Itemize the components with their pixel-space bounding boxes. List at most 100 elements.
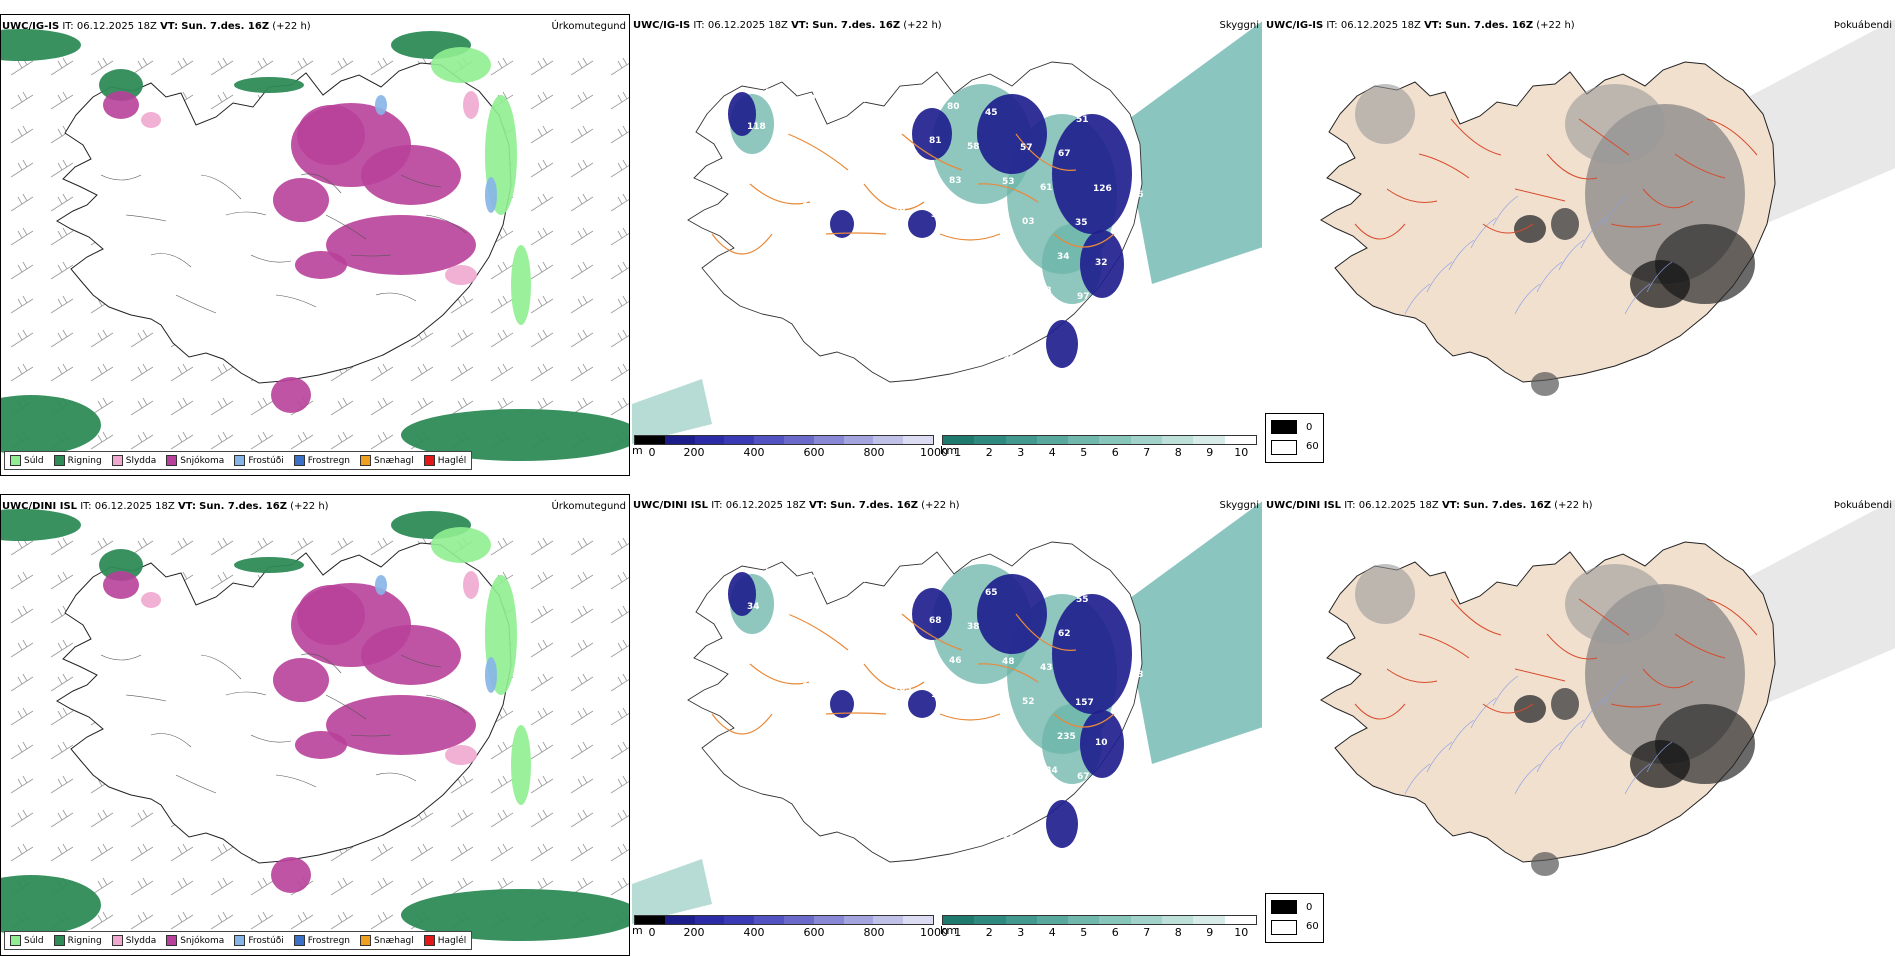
road-line: [200, 654, 242, 680]
wind-barb: [10, 363, 34, 382]
wind-barb: [610, 91, 629, 110]
wind-barb: [530, 329, 554, 348]
rain-area: [1, 395, 101, 455]
road-line: [1514, 188, 1566, 202]
ceiling-value-label: 11: [931, 690, 944, 700]
low-ceiling-area: [908, 210, 936, 238]
scale-colorbar: [634, 915, 934, 925]
river-line: [1470, 697, 1497, 729]
ceiling-value-label: 100: [748, 779, 767, 789]
snow-area: [297, 105, 365, 165]
fog-dark-swatch: [1271, 900, 1297, 914]
legend-item: Snæhagl: [360, 935, 414, 946]
fog-map: [1320, 499, 1895, 876]
map-layer: [1320, 499, 1895, 876]
scale-tick-label: 8: [1174, 446, 1182, 459]
ceiling-value-label: 50: [766, 265, 779, 275]
wind-barb: [50, 159, 74, 178]
wind-barb: [330, 397, 354, 416]
road-line: [1514, 668, 1566, 682]
road-line: [150, 733, 192, 748]
road-line: [250, 734, 292, 743]
wind-barb: [50, 673, 74, 692]
wind-barb: [570, 537, 594, 556]
road-line: [1706, 598, 1758, 636]
road-line: [1482, 223, 1534, 234]
ceiling-value-label: 74: [875, 238, 888, 248]
scale-bin: [664, 916, 695, 924]
road-line: [425, 214, 467, 234]
ceiling-value-label: 60: [839, 786, 852, 796]
wind-barb: [10, 571, 34, 590]
wind-barb: [610, 227, 629, 246]
road-line: [825, 232, 887, 235]
visibility-scale: km 1 2 3 4 5 6 7 8 9 10: [940, 435, 1257, 459]
wind-barb: [490, 261, 514, 280]
road-line: [787, 133, 849, 171]
wind-barb: [210, 363, 234, 382]
river-line: [1558, 719, 1585, 751]
wind-barb: [170, 843, 194, 862]
scale-tick-label: 1000: [920, 926, 948, 939]
road-line: [863, 183, 925, 211]
wind-barb: [170, 911, 194, 930]
road-line: [1674, 633, 1726, 659]
ceiling-value-label: 54: [948, 759, 961, 769]
wind-barb: [90, 843, 114, 862]
wind-barb: [530, 91, 554, 110]
road-line: [749, 183, 811, 205]
ceiling-value-label: 41: [819, 266, 832, 276]
ceiling-value-label: 45: [985, 108, 998, 118]
ceiling-value-label: 55: [1076, 595, 1089, 605]
scale-bin: [1036, 436, 1069, 444]
wind-barb: [530, 809, 554, 828]
fog-light-label: 60: [1306, 441, 1319, 452]
snow-area: [297, 585, 365, 645]
rain-area: [99, 549, 143, 581]
legend-item: Slydda: [111, 935, 156, 946]
low-ceiling-area: [728, 92, 756, 136]
scale-bin: [1099, 916, 1131, 924]
wind-barb: [490, 741, 514, 760]
ceiling-value-label: 126: [1093, 184, 1112, 194]
legend-item: Snjókoma: [166, 935, 224, 946]
low-ceiling-area: [1046, 800, 1078, 848]
snow-area: [103, 571, 139, 599]
wind-barb: [130, 329, 154, 348]
panel-header: UWC/IG-IS IT: 06.12.2025 18Z VT: Sun. 7.…: [633, 20, 942, 31]
river-line: [1404, 763, 1431, 795]
wind-barb: [170, 537, 194, 556]
road-line: [1482, 703, 1534, 714]
ceiling-scale: m 0 200 400 600 800 1000: [632, 435, 948, 459]
wind-barb: [610, 741, 629, 760]
wind-barb: [10, 159, 34, 178]
visibility-area-offshore: [632, 379, 712, 444]
ceiling-map: 87 71 53 37 62 97 59 89 72 83 03 32 54 56 49 58 61 37 50 43…: [632, 21, 1262, 444]
ceiling-value-label: 66: [729, 156, 742, 166]
wind-barb: [610, 193, 629, 212]
ceiling-value-label: 52: [1022, 697, 1035, 707]
river-line: [1624, 283, 1651, 315]
fog-area: [1514, 215, 1546, 243]
ceiling-value-label: 51: [1076, 115, 1089, 125]
wind-barb: [490, 843, 514, 862]
rain-area: [99, 69, 143, 101]
ceiling-value-label: 55: [784, 711, 797, 721]
wind-barb: [370, 397, 394, 416]
wind-barb: [570, 605, 594, 624]
wind-barb: [490, 295, 514, 314]
wind-barb: [530, 775, 554, 794]
scale-colorbar: [942, 435, 1257, 445]
scale-bin: [1130, 916, 1163, 924]
legend-swatch: [234, 935, 246, 946]
legend-label: Rigning: [67, 935, 102, 946]
wind-barb: [210, 571, 234, 590]
road-line: [250, 254, 292, 263]
wind-barb: [490, 363, 514, 382]
ceiling-scale: m 0 200 400 600 800 1000: [632, 915, 948, 939]
scale-colorbar: [942, 915, 1257, 925]
legend-swatch: [166, 455, 178, 466]
legend-item: Frostúði: [234, 455, 284, 466]
wind-barb: [290, 431, 314, 450]
legend-item: Frostregn: [293, 455, 350, 466]
